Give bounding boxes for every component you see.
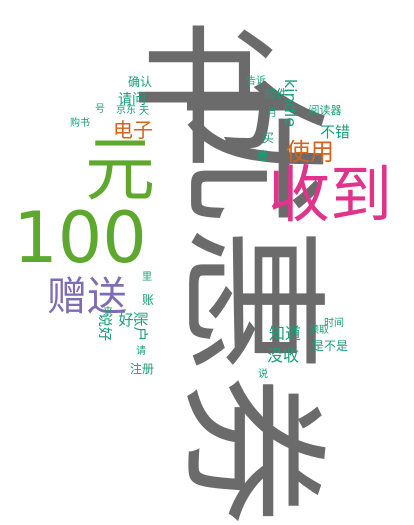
word-cloud-word: 知道 — [268, 324, 301, 343]
word-cloud-word: 时间 — [324, 318, 344, 329]
word-cloud-word: 确认 — [127, 75, 152, 89]
word-cloud-word: 请问 — [118, 92, 146, 108]
word-cloud-word: 100 — [13, 197, 147, 279]
word-cloud-word: 书 — [129, 13, 280, 187]
word-cloud-word: 说 — [258, 369, 268, 380]
word-cloud-word: 是不是 — [311, 339, 348, 353]
word-cloud-word: 不错 — [319, 122, 350, 141]
word-cloud-word: 请 — [136, 346, 146, 357]
word-cloud-word: 注册 — [129, 362, 154, 376]
word-cloud-word: 邮件 — [263, 87, 288, 101]
word-cloud-word: 阅读器 — [308, 103, 342, 117]
word-cloud-word: 号 — [95, 104, 105, 115]
word-cloud-word: 赠送 — [47, 274, 127, 320]
word-cloud-word: 电子 — [113, 118, 153, 142]
word-cloud-word: 购书 — [70, 118, 90, 129]
word-cloud-word: 告诉 — [246, 76, 266, 87]
word-cloud-word: 账户 — [131, 310, 150, 342]
word-cloud: 书优惠券 收到元 100 赠送 使用 电子 kindle 不错 阅读器 知道 没收 账户好账说好 请问确… — [13, 13, 392, 525]
word-cloud-word: 天 — [139, 106, 149, 117]
word-cloud-word: 收到 — [267, 158, 392, 231]
word-cloud-word: 账 — [141, 293, 154, 307]
word-cloud-word: 元 — [85, 129, 155, 211]
word-cloud-word: 好 — [118, 310, 134, 329]
word-cloud-word: 卷 — [256, 149, 269, 163]
word-cloud-word: 来 — [103, 307, 113, 318]
word-cloud-word: 月 — [267, 108, 277, 119]
word-cloud-word: 领取 — [309, 325, 329, 336]
word-cloud-word: 没收 — [266, 346, 299, 365]
word-cloud-word: 京东 — [116, 105, 136, 116]
word-cloud-word: 使用 — [286, 138, 334, 166]
word-cloud-word: 里 — [142, 272, 152, 283]
word-cloud-word: 买 — [261, 131, 274, 145]
